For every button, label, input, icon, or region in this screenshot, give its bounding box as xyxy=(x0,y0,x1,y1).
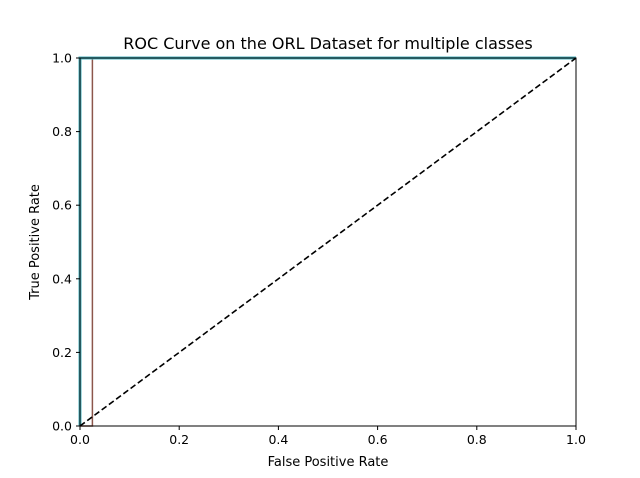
x-tick-label: 0.4 xyxy=(268,432,288,447)
y-tick-label: 0.6 xyxy=(52,198,72,213)
plot-frame xyxy=(79,57,577,427)
x-axis-ticks: 0.0 0.2 0.4 0.6 0.8 1.0 xyxy=(70,426,586,447)
chart-title: ROC Curve on the ORL Dataset for multipl… xyxy=(123,34,532,53)
y-tick-label: 0.2 xyxy=(52,345,72,360)
x-tick-label: 1.0 xyxy=(566,432,586,447)
x-tick-label: 0.8 xyxy=(467,432,487,447)
y-tick-label: 0.4 xyxy=(52,271,72,286)
y-tick-label: 1.0 xyxy=(52,51,72,66)
x-tick-label: 0.2 xyxy=(169,432,189,447)
y-tick-label: 0.8 xyxy=(52,124,72,139)
y-axis-ticks: 0.0 0.2 0.4 0.6 0.8 1.0 xyxy=(52,51,80,434)
x-axis-label: False Positive Rate xyxy=(268,455,389,470)
plot-lines xyxy=(78,56,577,427)
y-tick-label: 0.0 xyxy=(52,419,72,434)
y-axis-label: True Positive Rate xyxy=(28,184,43,301)
x-tick-label: 0.6 xyxy=(368,432,388,447)
x-tick-label: 0.0 xyxy=(70,432,90,447)
series-line-3 xyxy=(79,57,577,427)
